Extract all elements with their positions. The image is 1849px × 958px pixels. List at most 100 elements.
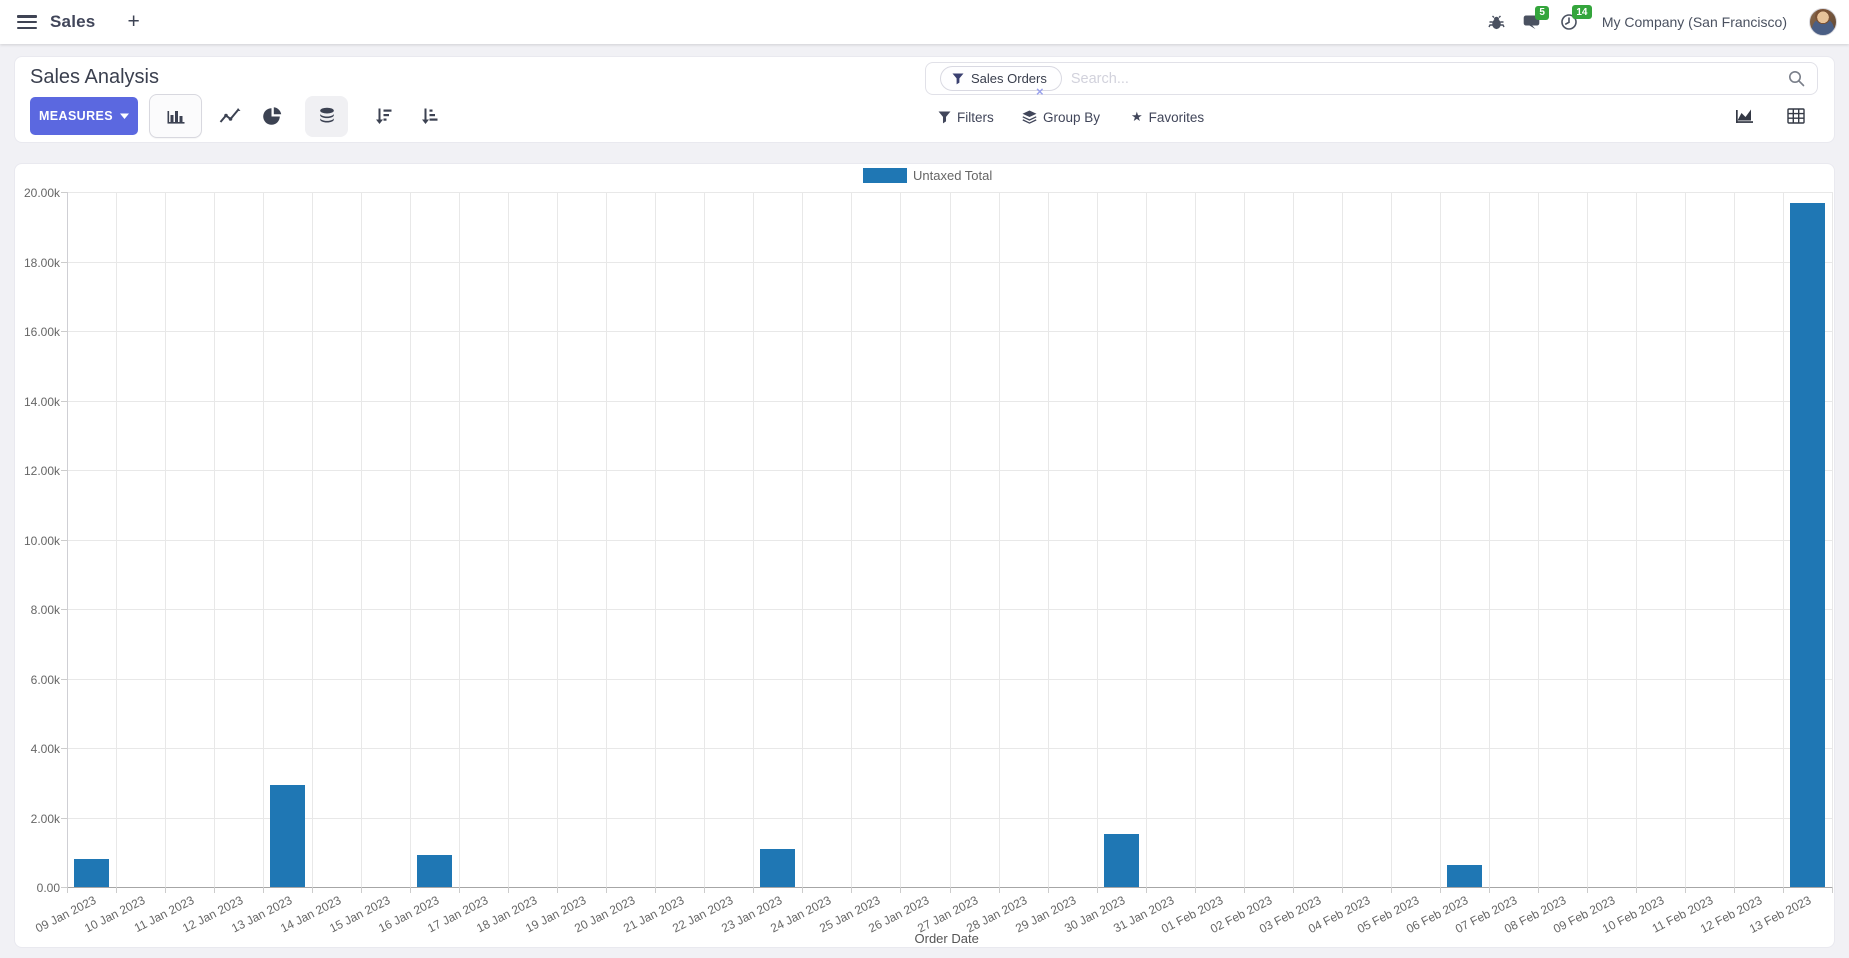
gridline	[214, 192, 216, 887]
gridline	[1586, 192, 1588, 887]
messages-button[interactable]: 5	[1523, 5, 1550, 31]
x-tick	[67, 887, 68, 893]
x-tick	[998, 887, 1000, 893]
y-axis-label: 20.00k	[23, 186, 60, 200]
gridline	[704, 192, 706, 887]
x-tick	[1047, 887, 1049, 893]
gridline	[1292, 192, 1294, 887]
bar[interactable]	[417, 855, 453, 887]
gridline	[557, 192, 559, 887]
y-axis-label: 0.00	[36, 881, 60, 895]
gridline	[1782, 192, 1784, 887]
group-by-button[interactable]: Group By	[1022, 104, 1100, 130]
x-tick	[459, 887, 461, 893]
pie-chart-icon	[262, 106, 281, 125]
y-axis-label: 4.00k	[30, 742, 60, 756]
bar-chart-icon	[167, 111, 184, 124]
y-tick	[61, 748, 67, 749]
x-tick	[1145, 887, 1147, 893]
company-switcher[interactable]: My Company (San Francisco)	[1601, 14, 1787, 30]
x-tick	[1243, 887, 1245, 893]
new-tab-button[interactable]: +	[127, 10, 140, 33]
y-tick	[61, 261, 67, 263]
sort-ascending-button[interactable]	[414, 103, 444, 129]
gridline	[1439, 192, 1441, 887]
gridline	[1341, 192, 1343, 887]
x-tick	[1096, 887, 1098, 893]
line-chart-button[interactable]	[216, 103, 244, 129]
bar[interactable]	[1103, 834, 1139, 887]
y-tick	[61, 609, 67, 610]
gridline	[1047, 192, 1049, 887]
x-tick	[1684, 887, 1686, 893]
x-tick	[557, 887, 559, 893]
activities-clock-button[interactable]: 14	[1560, 5, 1592, 31]
gridline	[998, 192, 1000, 887]
x-tick	[851, 887, 853, 893]
app-name[interactable]: Sales	[50, 12, 96, 31]
activity-count-badge: 14	[1571, 5, 1592, 19]
x-tick	[1586, 887, 1588, 893]
user-avatar[interactable]	[1809, 8, 1837, 36]
gridline	[1832, 192, 1833, 887]
navbar: Sales + 5 14 My Company (San Francisc	[0, 0, 1849, 44]
caret-down-icon	[120, 113, 130, 119]
gridline	[312, 192, 314, 887]
filters-funnel-icon	[938, 111, 951, 123]
message-count-badge: 5	[1534, 5, 1550, 20]
x-tick	[802, 887, 804, 893]
y-tick	[61, 817, 67, 819]
pie-chart-button[interactable]	[258, 103, 286, 129]
y-axis-label: 2.00k	[30, 811, 60, 826]
gridline	[1194, 192, 1196, 887]
bar[interactable]	[74, 858, 109, 887]
bar[interactable]	[760, 849, 796, 887]
y-tick	[61, 400, 67, 402]
x-tick	[1292, 887, 1294, 893]
gridline	[851, 192, 853, 887]
legend-swatch	[863, 168, 907, 183]
measures-button[interactable]: MEASURES	[30, 97, 138, 135]
bar[interactable]	[270, 785, 306, 887]
x-tick	[1635, 887, 1637, 893]
line-chart-icon	[219, 108, 241, 123]
filter-facet[interactable]: Sales Orders	[940, 66, 1062, 91]
chart-card	[14, 163, 1835, 948]
x-tick	[1390, 887, 1392, 893]
gridline	[949, 192, 951, 887]
sort-ascending-icon	[421, 108, 437, 124]
pivot-view-icon	[1786, 107, 1805, 124]
filters-button[interactable]: Filters	[938, 104, 994, 130]
gridline	[1243, 192, 1245, 887]
search-input[interactable]	[1070, 70, 1788, 87]
sort-descending-icon	[375, 108, 391, 124]
menu-toggle-icon[interactable]	[17, 15, 37, 29]
legend-label: Untaxed Total	[913, 168, 993, 183]
bar[interactable]	[1789, 203, 1825, 887]
search-bar: Sales Orders	[925, 62, 1818, 95]
x-tick	[214, 887, 216, 893]
gridline	[116, 192, 118, 887]
x-tick	[1194, 887, 1196, 893]
y-axis-label: 6.00k	[30, 672, 60, 687]
y-tick	[61, 331, 67, 332]
gridline	[606, 192, 608, 887]
stacked-toggle-button[interactable]	[305, 96, 348, 137]
chart-legend[interactable]: Untaxed Total	[863, 168, 992, 183]
facet-remove-icon[interactable]: ×	[1036, 84, 1044, 99]
x-tick	[704, 887, 706, 893]
gridline	[900, 192, 902, 887]
filter-facet-label: Sales Orders	[971, 71, 1047, 86]
y-axis-label: 14.00k	[23, 394, 60, 409]
search-icon[interactable]	[1788, 70, 1805, 87]
sort-descending-button[interactable]	[368, 103, 398, 129]
bar-chart-button[interactable]	[149, 94, 202, 138]
bar[interactable]	[1446, 865, 1482, 887]
gridline	[361, 192, 363, 887]
debug-bug-icon[interactable]	[1488, 14, 1505, 31]
graph-view-button[interactable]	[1722, 99, 1767, 132]
favorites-button[interactable]: ★ Favorites	[1131, 104, 1204, 130]
gridline	[1733, 192, 1735, 887]
pivot-view-button[interactable]	[1773, 99, 1818, 132]
x-axis-title: Order Date	[914, 931, 979, 946]
